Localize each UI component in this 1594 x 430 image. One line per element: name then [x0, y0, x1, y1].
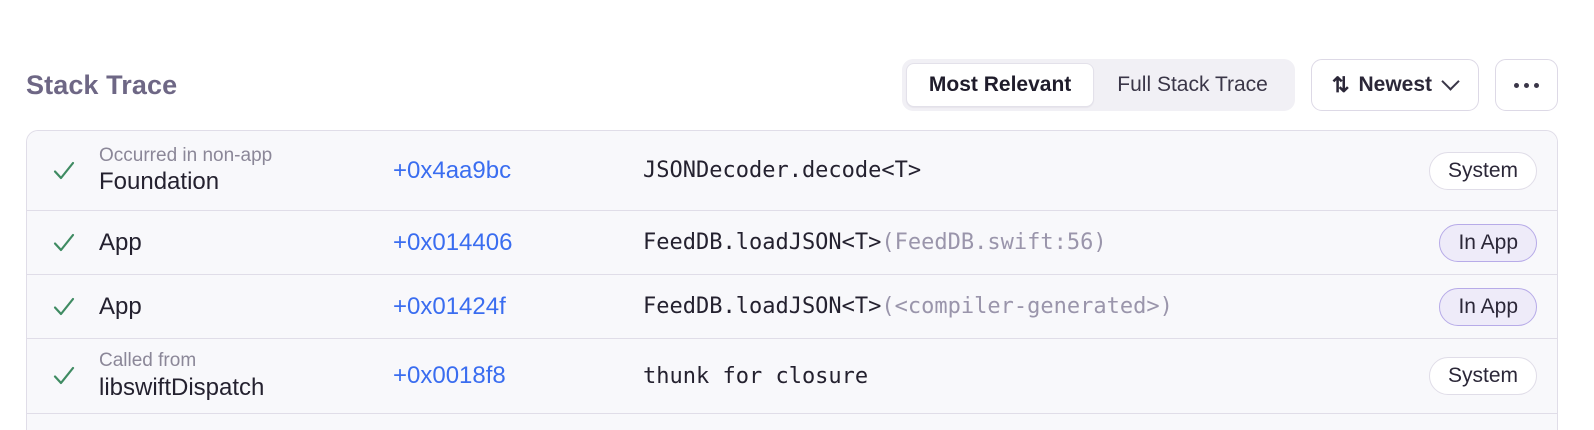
frame-address-link[interactable]: +0x01424f	[393, 292, 506, 320]
tab-full-stack-trace[interactable]: Full Stack Trace	[1117, 73, 1268, 96]
table-row[interactable]: App +0x01424f FeedDB.loadJSON<T>(<compil…	[27, 275, 1557, 339]
frame-function: FeedDB.loadJSON<T>(<compiler-generated>)	[643, 294, 1387, 319]
frame-function-name: JSONDecoder.decode<T>	[643, 158, 922, 183]
stack-trace-header: Stack Trace Most Relevant Full Stack Tra…	[26, 56, 1558, 114]
sort-button[interactable]: ⇅ Newest	[1310, 59, 1479, 111]
frame-package-name: libswiftDispatch	[99, 373, 265, 401]
frame-caption: Occurred in non-app	[99, 144, 273, 166]
check-icon	[49, 230, 79, 256]
frame-function-name: thunk for closure	[643, 363, 869, 389]
frame-package: Called from libswiftDispatch	[79, 349, 393, 403]
stack-trace-view-segmented-control[interactable]: Most Relevant Full Stack Trace	[901, 59, 1295, 111]
page-title: Stack Trace	[26, 69, 178, 100]
header-controls: Most Relevant Full Stack Trace ⇅ Newest	[901, 59, 1558, 111]
table-row[interactable]: App +0x014406 FeedDB.loadJSON<T>(FeedDB.…	[27, 211, 1557, 275]
status-badge: System	[1428, 151, 1537, 190]
frame-caption: Called from	[99, 350, 197, 372]
table-row[interactable]: Called from libswiftDispatch +0x0018f8 t…	[27, 339, 1557, 414]
chevron-down-icon	[1443, 75, 1458, 90]
frame-package-name: App	[99, 228, 142, 256]
frame-function: thunk for closure	[643, 364, 1387, 389]
stack-trace-frame-list: Occurred in non-app Foundation +0x4aa9bc…	[26, 130, 1558, 430]
ellipsis-icon	[1514, 82, 1539, 88]
check-icon	[49, 158, 79, 184]
badge-cell: System	[1387, 357, 1537, 395]
frame-address-link[interactable]: +0x4aa9bc	[393, 156, 512, 184]
frame-source-location[interactable]: (FeedDB.swift:56)	[881, 230, 1107, 255]
badge-cell: System	[1387, 151, 1537, 190]
more-options-button[interactable]	[1495, 59, 1558, 111]
frame-source-location[interactable]: (<compiler-generated>)	[881, 294, 1173, 319]
status-badge: In App	[1439, 287, 1537, 326]
frame-package: Occurred in non-app Foundation	[79, 144, 393, 198]
check-icon	[49, 363, 79, 389]
sort-button-label: Newest	[1358, 73, 1432, 96]
frame-package: App	[79, 228, 393, 258]
sort-arrows-icon: ⇅	[1331, 73, 1350, 97]
table-row-partial[interactable]	[27, 414, 1557, 430]
frame-function: JSONDecoder.decode<T>	[643, 158, 1387, 183]
frame-function-name: FeedDB.loadJSON<T>	[643, 294, 882, 319]
frame-package-name: App	[99, 292, 142, 320]
tab-most-relevant[interactable]: Most Relevant	[905, 63, 1095, 107]
frame-address-link[interactable]: +0x014406	[393, 228, 513, 256]
frame-package-name: Foundation	[99, 168, 220, 196]
badge-cell: In App	[1387, 287, 1537, 326]
status-badge: In App	[1439, 223, 1537, 262]
status-badge: System	[1428, 357, 1537, 395]
badge-cell: In App	[1387, 223, 1537, 262]
table-row[interactable]: Occurred in non-app Foundation +0x4aa9bc…	[27, 131, 1557, 211]
check-icon	[49, 294, 79, 320]
frame-address-link[interactable]: +0x0018f8	[393, 362, 506, 389]
frame-package: App	[79, 292, 393, 322]
frame-function: FeedDB.loadJSON<T>(FeedDB.swift:56)	[643, 230, 1387, 255]
frame-function-name: FeedDB.loadJSON<T>	[643, 230, 882, 255]
